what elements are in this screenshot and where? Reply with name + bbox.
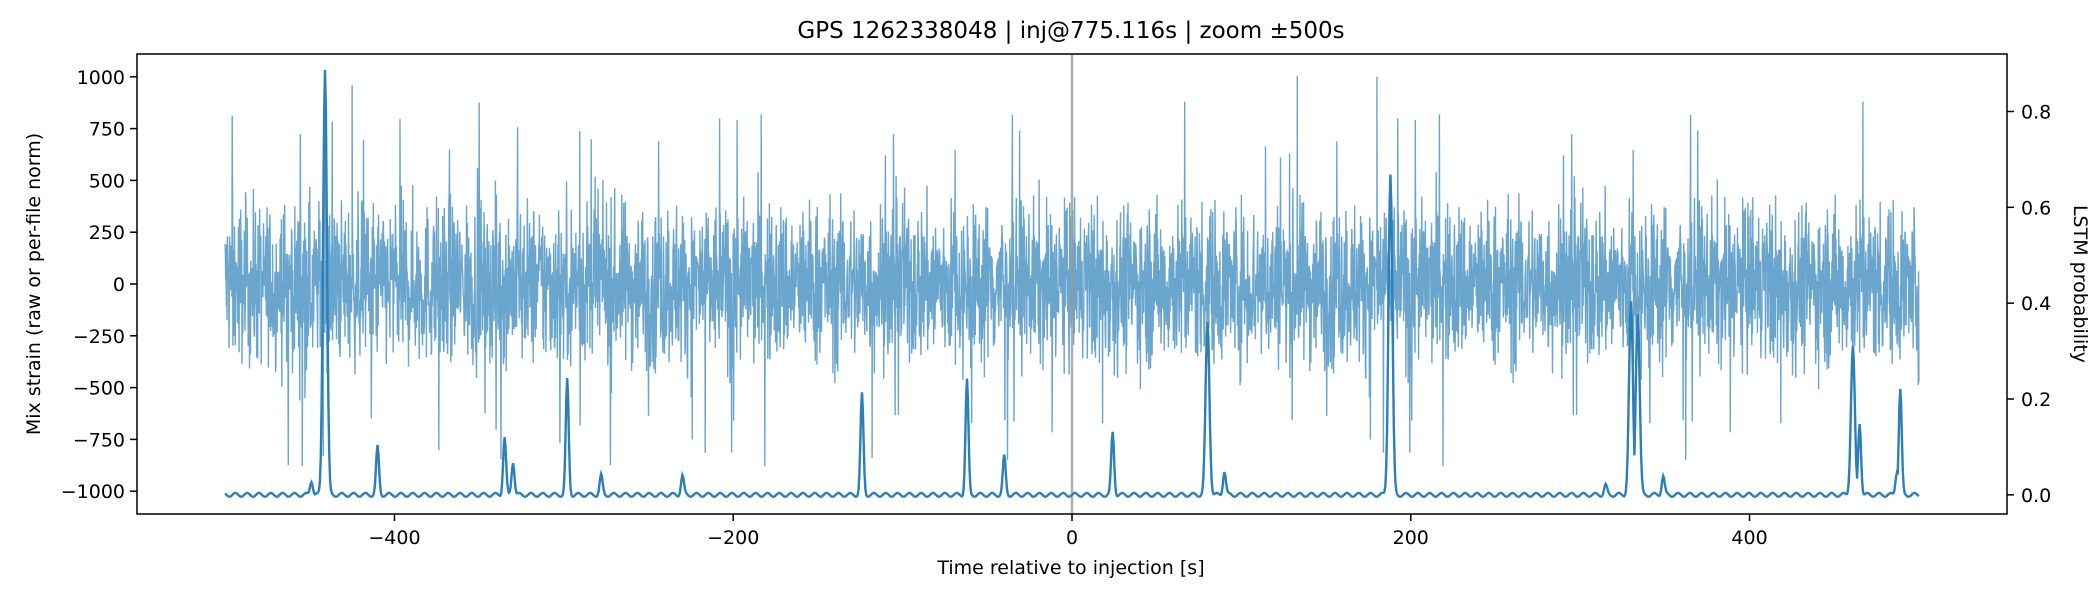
y2-axis-label: LSTM probability [2069,205,2091,363]
y-tick-label: 500 [89,170,125,192]
x-tick-label: 200 [1393,527,1429,549]
y2-tick-label: 0.4 [2021,293,2051,315]
x-axis-label: Time relative to injection [s] [936,557,1204,579]
y-axis-right: 0.0 0.2 0.4 0.6 0.8 [2007,102,2051,507]
y-axis-label: Mix strain (raw or per-file norm) [23,133,45,435]
x-tick-label: −400 [368,527,420,549]
x-tick-label: 400 [1731,527,1767,549]
y-axis-left: −1000 −750 −500 −250 0 250 500 750 1000 [61,67,137,503]
x-tick-label: −200 [707,527,759,549]
y2-tick-label: 0.6 [2021,197,2051,219]
y-tick-label: 250 [89,222,125,244]
y2-tick-label: 0.0 [2021,485,2051,507]
lstm-probability-line [224,69,1920,498]
y-tick-label: 0 [113,274,125,296]
x-tick-label: 0 [1066,527,1078,549]
y-tick-label: −750 [73,429,125,451]
y-tick-label: −1000 [61,481,125,503]
x-axis: −400 −200 0 200 400 [368,514,1768,549]
plot-area [224,54,1920,514]
y-tick-label: 1000 [77,67,125,89]
y-tick-label: −250 [73,326,125,348]
y2-tick-label: 0.2 [2021,389,2051,411]
y2-tick-label: 0.8 [2021,102,2051,124]
y-tick-label: 750 [89,119,125,141]
chart-title: GPS 1262338048 | inj@775.116s | zoom ±50… [797,18,1344,44]
y-tick-label: −500 [73,378,125,400]
